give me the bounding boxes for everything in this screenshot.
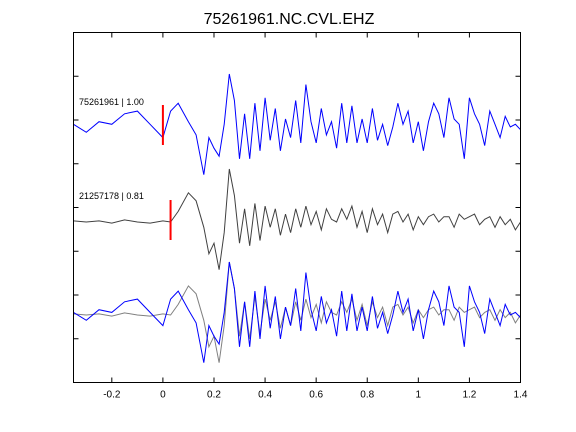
plot-frame <box>73 32 521 383</box>
x-tick-label: 1.4 <box>514 390 528 401</box>
trace-75261961 <box>73 73 521 175</box>
x-tick-label: 0.6 <box>309 390 323 401</box>
x-tick-label: 0.8 <box>360 390 374 401</box>
x-tick-label: -0.2 <box>103 390 121 401</box>
chart-title: 75261961.NC.CVL.EHZ <box>204 11 375 28</box>
trace-label: 21257178 | 0.81 <box>79 191 144 201</box>
trace-21257178 <box>73 168 521 270</box>
overlay-trace-21257178 <box>73 261 521 363</box>
y-axis-ticks <box>73 75 521 340</box>
x-tick-label: 1.2 <box>462 390 476 401</box>
x-tick-label: 0 <box>160 390 166 401</box>
x-tick-label: 1 <box>416 390 422 401</box>
x-tick-label: 0.2 <box>207 390 221 401</box>
overlay-trace-75261961 <box>73 261 521 363</box>
x-tick-label: 0.4 <box>258 390 272 401</box>
trace-label: 75261961 | 1.00 <box>79 97 144 107</box>
x-axis: -0.2 0 0.2 0.4 0.6 0.8 1 1.2 1.4 <box>103 32 528 401</box>
plot-area: 75261961 | 1.00 21257178 | 0.81 <box>73 73 521 363</box>
